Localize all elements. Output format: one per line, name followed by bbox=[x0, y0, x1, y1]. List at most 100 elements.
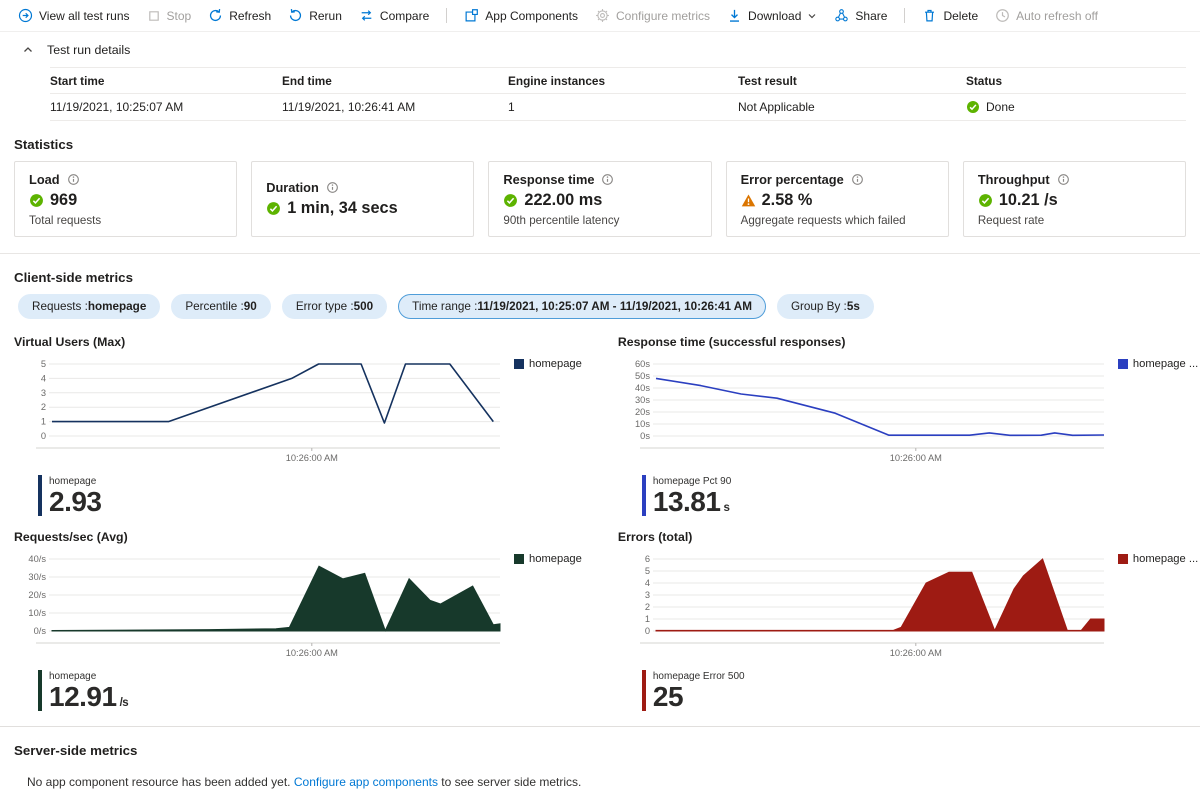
chart-canvas[interactable]: 0/s 10/s 20/s 30/s 40/s 10:26:00 AM bbox=[14, 551, 506, 662]
svg-text:3: 3 bbox=[41, 388, 46, 398]
summary-value: 12.91/s bbox=[49, 681, 129, 713]
svg-text:10:26:00 AM: 10:26:00 AM bbox=[286, 648, 338, 658]
svg-text:20s: 20s bbox=[635, 407, 650, 417]
summary-unit: s bbox=[723, 502, 730, 514]
chart-title: Response time (successful responses) bbox=[617, 335, 846, 349]
delete-button[interactable]: Delete bbox=[922, 8, 978, 23]
share-icon bbox=[834, 8, 849, 23]
info-icon[interactable] bbox=[601, 173, 614, 186]
error-percentage-card: Error percentage 2.58 % Aggregate reques… bbox=[725, 161, 949, 237]
requests-filter-pill[interactable]: Requests : homepage bbox=[18, 294, 161, 319]
toolbar-divider bbox=[446, 8, 448, 23]
svg-text:30/s: 30/s bbox=[28, 572, 46, 582]
legend-label: homepage ... bbox=[1132, 358, 1199, 370]
command-bar: View all test runs Stop Refresh Rerun Co… bbox=[0, 0, 1200, 32]
chart-legend[interactable]: homepage ... bbox=[1117, 553, 1198, 662]
clock-icon bbox=[995, 8, 1010, 23]
test-run-details-toggle[interactable]: Test run details bbox=[0, 32, 1200, 65]
configure-metrics-button: Configure metrics bbox=[595, 8, 710, 23]
svg-text:30s: 30s bbox=[635, 395, 650, 405]
svg-text:10:26:00 AM: 10:26:00 AM bbox=[286, 453, 338, 463]
svg-text:5: 5 bbox=[645, 566, 650, 576]
delete-icon bbox=[922, 8, 937, 23]
refresh-icon bbox=[208, 8, 223, 23]
legend-label: homepage bbox=[529, 358, 582, 370]
svg-text:5: 5 bbox=[41, 359, 46, 369]
auto-refresh-toggle: Auto refresh off bbox=[995, 8, 1098, 23]
summary-bar bbox=[38, 670, 42, 712]
svg-text:10:26:00 AM: 10:26:00 AM bbox=[890, 453, 942, 463]
chart-legend[interactable]: homepage bbox=[514, 553, 582, 662]
test-run-details-label: Test run details bbox=[47, 43, 131, 57]
svg-text:50s: 50s bbox=[635, 371, 650, 381]
configure-app-components-link[interactable]: Configure app components bbox=[293, 774, 438, 789]
svg-text:1: 1 bbox=[645, 614, 650, 624]
view-all-test-runs-button[interactable]: View all test runs bbox=[18, 8, 130, 23]
gear-icon bbox=[595, 8, 610, 23]
warning-triangle-icon bbox=[741, 194, 755, 207]
chart-requests-per-sec: Requests/sec (Avg) 0/s 10/s 20/s 30/s 40/s 10… bbox=[14, 530, 582, 711]
svg-text:0/s: 0/s bbox=[34, 626, 47, 636]
summary-value: 13.81 s bbox=[652, 486, 730, 517]
duration-card: Duration 1 min, 34 secs bbox=[251, 161, 475, 237]
info-icon[interactable] bbox=[851, 173, 864, 186]
time-range-filter-pill[interactable]: Time range : 11/19/2021, 10:25:07 AM - 1… bbox=[398, 294, 766, 319]
compare-button[interactable]: Compare bbox=[359, 8, 429, 23]
refresh-button[interactable]: Refresh bbox=[208, 8, 271, 23]
percentile-filter-pill[interactable]: Percentile : 90 bbox=[171, 294, 271, 319]
view-all-runs-icon bbox=[18, 8, 33, 23]
info-icon[interactable] bbox=[67, 173, 80, 186]
check-circle-icon bbox=[967, 101, 979, 113]
legend-swatch bbox=[1117, 554, 1128, 565]
app-components-icon bbox=[464, 8, 479, 23]
chevron-up-icon bbox=[22, 44, 34, 56]
info-icon[interactable] bbox=[326, 181, 339, 194]
status-badge: Done bbox=[966, 100, 1186, 114]
svg-text:0: 0 bbox=[41, 431, 46, 441]
table-header-row: Start time End time Engine instances Tes… bbox=[50, 67, 1186, 94]
svg-text:40/s: 40/s bbox=[28, 554, 46, 564]
section-divider bbox=[0, 725, 1200, 727]
end-time-value: 11/19/2021, 10:26:41 AM bbox=[282, 100, 416, 114]
charts-grid: Virtual Users (Max) 0 1 2 3 4 5 10:26:00 AM ho… bbox=[14, 335, 1198, 712]
group-by-filter-pill[interactable]: Group By : 5s bbox=[776, 294, 874, 319]
share-button[interactable]: Share bbox=[834, 8, 887, 23]
svg-text:10/s: 10/s bbox=[28, 608, 46, 618]
svg-text:3: 3 bbox=[645, 590, 650, 600]
summary-bar bbox=[641, 670, 646, 712]
svg-text:4: 4 bbox=[645, 578, 650, 588]
check-circle-icon bbox=[504, 194, 518, 207]
chart-canvas[interactable]: 0 1 2 3 4 5 6 10:26:00 AM bbox=[618, 551, 1110, 662]
rerun-button[interactable]: Rerun bbox=[288, 8, 342, 23]
error-type-filter-pill[interactable]: Error type : 500 bbox=[281, 294, 388, 319]
rerun-icon bbox=[288, 8, 303, 23]
table-row: 11/19/2021, 10:25:07 AM 11/19/2021, 10:2… bbox=[50, 94, 1186, 121]
app-components-button[interactable]: App Components bbox=[464, 8, 578, 23]
toolbar-divider bbox=[904, 8, 906, 23]
info-icon[interactable] bbox=[1057, 173, 1070, 186]
svg-text:20/s: 20/s bbox=[28, 590, 46, 600]
legend-swatch bbox=[514, 359, 524, 369]
svg-text:10:26:00 AM: 10:26:00 AM bbox=[890, 648, 942, 658]
chart-title: Virtual Users (Max) bbox=[14, 335, 126, 349]
svg-text:60s: 60s bbox=[635, 359, 650, 369]
check-circle-icon bbox=[267, 202, 281, 215]
stop-icon bbox=[147, 9, 161, 23]
chart-canvas[interactable]: 0s 10s 20s 30s 40s 50s 60s 10:26:00 AM bbox=[618, 356, 1110, 467]
svg-text:2: 2 bbox=[645, 602, 650, 612]
download-button[interactable]: Download bbox=[727, 8, 817, 23]
legend-swatch bbox=[514, 554, 524, 565]
load-card: Load 969 Total requests bbox=[14, 161, 238, 237]
section-divider bbox=[0, 253, 1200, 254]
summary-bar bbox=[641, 475, 646, 516]
column-header-start-time: Start time bbox=[50, 73, 105, 88]
chart-legend[interactable]: homepage bbox=[514, 358, 582, 467]
chart-legend[interactable]: homepage ... bbox=[1117, 358, 1199, 467]
metric-summary: homepage Error 500 25 bbox=[641, 670, 1198, 712]
summary-bar bbox=[38, 475, 42, 516]
summary-unit: /s bbox=[119, 697, 129, 710]
metric-summary: homepage Pct 90 13.81 s bbox=[641, 475, 1198, 517]
engine-instances-value: 1 bbox=[508, 100, 515, 114]
stop-button: Stop bbox=[147, 9, 191, 23]
chart-canvas[interactable]: 0 1 2 3 4 5 10:26:00 AM bbox=[14, 356, 506, 467]
